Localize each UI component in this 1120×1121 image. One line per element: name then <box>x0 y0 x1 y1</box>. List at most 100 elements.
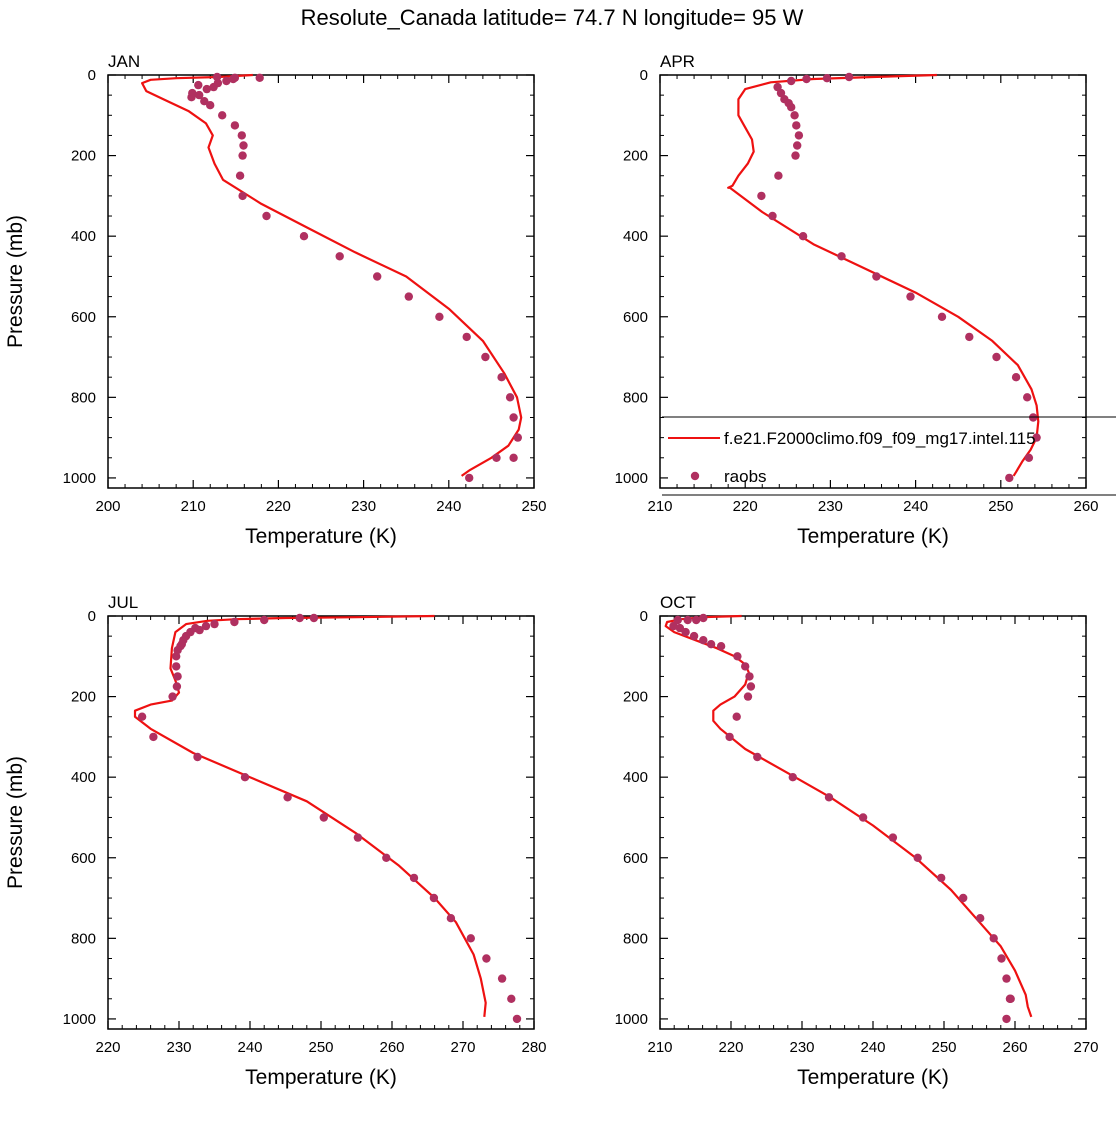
panel-title: OCT <box>660 593 696 612</box>
raobs-point <box>798 232 808 241</box>
raobs-point <box>210 619 219 629</box>
figure-title: Resolute_Canada latitude= 74.7 N longitu… <box>301 5 804 30</box>
raobs-point <box>202 84 211 94</box>
raobs-point <box>776 88 786 98</box>
raobs-point <box>466 934 475 943</box>
y-tick-label: 0 <box>640 608 648 625</box>
raobs-point <box>733 652 742 661</box>
raobs-point <box>989 934 998 943</box>
raobs-point <box>959 893 968 903</box>
model-line <box>133 614 487 1018</box>
raobs-point <box>212 72 222 82</box>
raobs-point <box>725 732 734 742</box>
y-axis-label: Pressure (mb) <box>4 756 27 889</box>
raobs-point <box>512 1014 522 1024</box>
raobs-point <box>774 171 783 180</box>
raobs-point <box>168 692 177 701</box>
x-tick-label: 250 <box>308 1039 333 1056</box>
y-tick-label: 200 <box>71 689 96 706</box>
model-line <box>664 614 1033 1018</box>
y-tick-label: 600 <box>623 850 648 867</box>
raobs-point <box>681 627 690 637</box>
x-tick-label: 260 <box>1002 1039 1027 1056</box>
raobs-point <box>872 272 881 281</box>
raobs-point <box>230 121 240 130</box>
y-tick-label: 600 <box>71 850 96 867</box>
raobs-point <box>699 636 708 645</box>
raobs-point <box>218 111 227 120</box>
panel-title: JAN <box>108 52 140 71</box>
x-axis-label: Temperature (K) <box>797 525 949 548</box>
x-tick-label: 220 <box>718 1039 743 1056</box>
raobs-point <box>240 773 250 782</box>
raobs-point <box>335 252 344 261</box>
raobs-point <box>238 151 247 160</box>
y-tick-label: 400 <box>623 228 648 245</box>
raobs-point <box>149 732 158 742</box>
raobs-point <box>787 76 796 86</box>
y-tick-label: 800 <box>623 389 648 406</box>
raobs-point <box>505 393 515 402</box>
raobs-point <box>509 413 518 422</box>
y-tick-label: 1000 <box>63 1011 96 1028</box>
raobs-point <box>238 191 247 201</box>
model-line <box>141 73 523 477</box>
y-tick-label: 600 <box>71 309 96 326</box>
y-tick-label: 200 <box>71 148 96 165</box>
raobs-point <box>173 672 182 681</box>
raobs-point <box>906 292 915 301</box>
panel-title: JUL <box>108 593 138 612</box>
raobs-point <box>716 642 726 651</box>
x-tick-label: 230 <box>789 1039 814 1056</box>
raobs-point <box>482 954 491 963</box>
raobs-point <box>824 793 834 802</box>
legend-obs-swatch <box>690 471 700 481</box>
raobs-point <box>822 74 832 83</box>
raobs-point <box>200 97 209 106</box>
raobs-point <box>435 312 444 321</box>
legend: f.e21.F2000climo.f09_f09_mg17.intel.115 … <box>662 416 1116 496</box>
x-tick-label: 220 <box>733 498 758 515</box>
raobs-point <box>745 672 754 681</box>
raobs-point <box>669 621 678 631</box>
x-axis-label: Temperature (K) <box>245 525 397 548</box>
raobs-point <box>193 752 202 762</box>
y-tick-label: 800 <box>71 930 96 947</box>
raobs-point <box>692 615 701 625</box>
y-tick-label: 400 <box>71 228 96 245</box>
raobs-point <box>260 615 269 625</box>
raobs-point <box>206 101 215 110</box>
raobs-point <box>858 813 868 822</box>
raobs-point <box>1002 974 1011 983</box>
raobs-point <box>791 151 800 160</box>
raobs-point <box>409 873 419 883</box>
raobs-point <box>222 76 231 86</box>
raobs-point <box>1005 994 1015 1003</box>
x-tick-label: 280 <box>521 1039 546 1056</box>
x-tick-label: 250 <box>988 498 1013 515</box>
raobs-point <box>195 90 204 100</box>
raobs-point <box>229 74 238 84</box>
raobs-point <box>239 141 248 150</box>
raobs-point <box>237 131 246 140</box>
legend-obs-label: raobs <box>724 467 767 486</box>
y-tick-label: 1000 <box>615 470 648 487</box>
raobs-point <box>194 80 203 90</box>
y-tick-label: 0 <box>640 67 648 84</box>
raobs-point <box>794 131 804 140</box>
raobs-point <box>937 873 946 883</box>
raobs-point <box>137 712 147 721</box>
raobs-point <box>1024 453 1034 462</box>
raobs-point <box>462 332 471 342</box>
y-tick-label: 800 <box>71 389 96 406</box>
raobs-point <box>404 292 413 301</box>
y-tick-label: 800 <box>623 930 648 947</box>
raobs-point <box>976 914 985 923</box>
x-tick-label: 230 <box>351 498 376 515</box>
raobs-point <box>913 853 922 862</box>
x-tick-label: 200 <box>95 498 120 515</box>
x-tick-label: 220 <box>95 1039 120 1056</box>
panel-jan: JAN 200 210 220 230 240 250 0 200 400 600 800 1000 Te… <box>4 52 547 548</box>
raobs-point <box>997 954 1006 963</box>
raobs-point <box>209 82 218 92</box>
